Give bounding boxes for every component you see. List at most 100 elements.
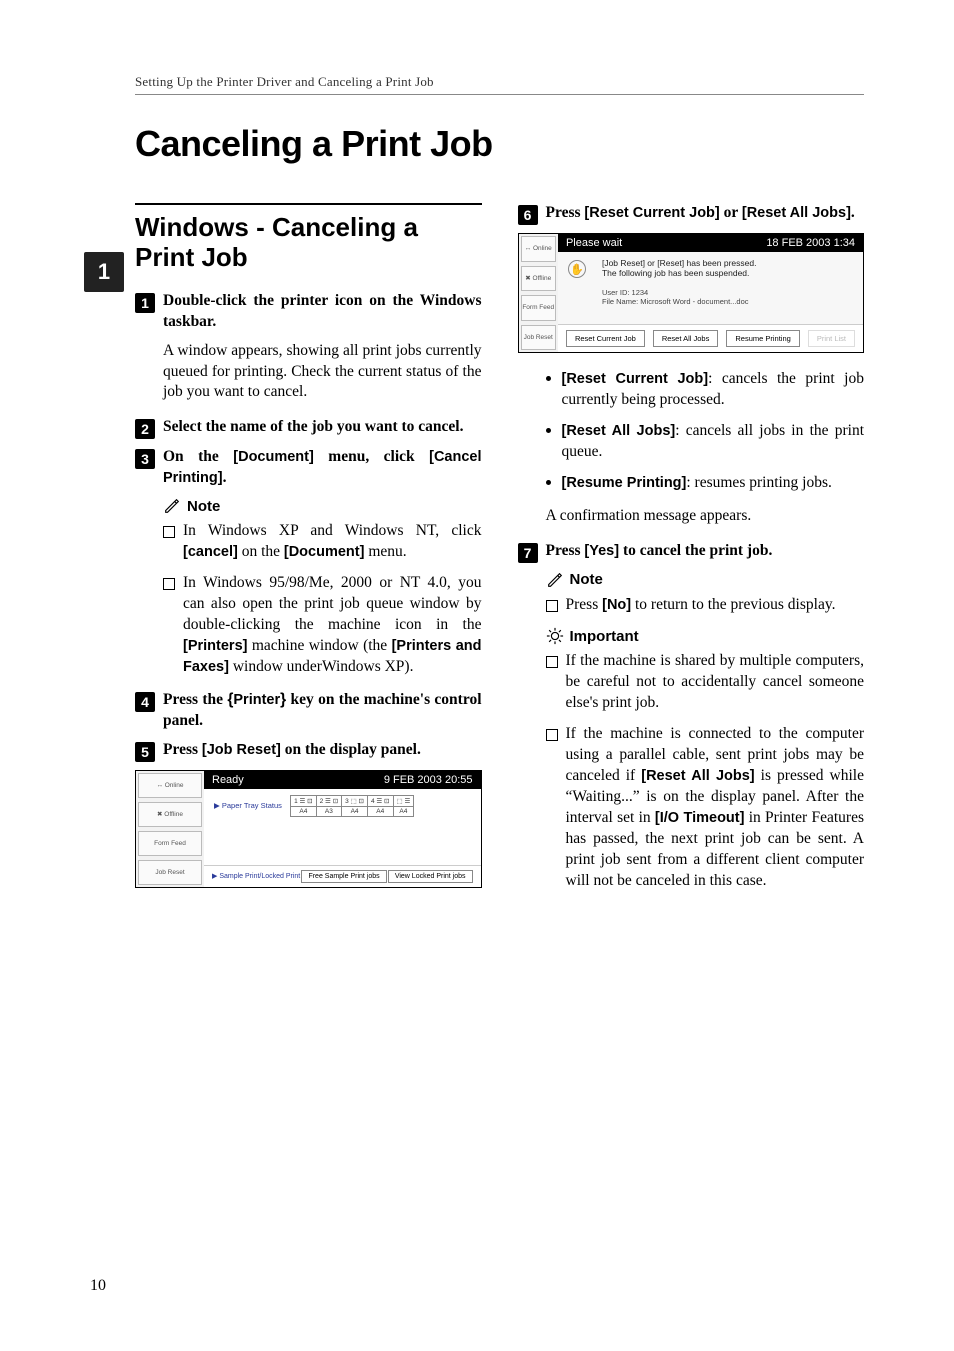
ui-label: [Job Reset] (202, 742, 281, 758)
text: menu. (364, 543, 406, 560)
list-item: In Windows 95/98/Me, 2000 or NT 4.0, you… (163, 573, 482, 678)
ss-button: ↔ Online (138, 773, 202, 798)
ss-button: Resume Printing (726, 330, 799, 347)
section-heading: Windows - Canceling a Print Job (135, 213, 482, 273)
options-list: [Reset Current Job]: cancels the print j… (546, 369, 865, 494)
text: Press the (163, 691, 227, 708)
list-item: If the machine is connected to the compu… (546, 724, 865, 891)
text: In Windows XP and Windows NT, click (183, 522, 482, 539)
text: On the (163, 448, 233, 465)
ss-message: The following job has been suspended. (602, 268, 853, 278)
ui-label: [Document] (233, 449, 314, 465)
step-number-icon: 6 (518, 205, 538, 225)
ss-datetime: 18 FEB 2003 1:34 (766, 237, 855, 249)
ss-button: Free Sample Print jobs (301, 870, 386, 883)
ss-button: Job Reset (138, 860, 202, 885)
ss-button: View Locked Print jobs (388, 870, 473, 883)
ss-button: ✖ Offline (138, 802, 202, 827)
ss-meta: User ID: 1234 (602, 288, 853, 297)
step-text: Press [Yes] to cancel the print job. (546, 541, 865, 563)
text: to return to the previous display. (631, 596, 835, 613)
text: or (720, 204, 742, 221)
text: on the (238, 543, 284, 560)
note-heading: Note (163, 497, 482, 515)
ss-button: Print List (808, 330, 855, 347)
text: Press (546, 542, 585, 559)
left-column: Windows - Canceling a Print Job 1 Double… (135, 203, 482, 904)
list-item: [Reset All Jobs]: cancels all jobs in th… (546, 421, 865, 463)
text: : resumes printing jobs. (686, 474, 832, 491)
step-text: Press [Reset Current Job] or [Reset All … (546, 203, 865, 225)
ss-button: Form Feed (138, 831, 202, 856)
ui-label: [Resume Printing] (562, 475, 687, 491)
key-label: Printer (233, 692, 280, 708)
ss-datetime: 9 FEB 2003 20:55 (384, 774, 473, 786)
ss-button: Form Feed (521, 295, 556, 321)
step-number-icon: 2 (135, 419, 155, 439)
step-text: On the [Document] menu, click [Cancel Pr… (163, 447, 482, 489)
ui-label: [Yes] (584, 543, 619, 559)
ss-tray-table: 1 ☰ ⊡2 ☰ ⊡3 ⬚ ⊡4 ☰ ⊡⬚ ☰ A4A3A4A4A4 (290, 795, 414, 817)
list-item: [Reset Current Job]: cancels the print j… (546, 369, 865, 411)
text: Press (163, 741, 202, 758)
text: window underWindows XP). (229, 658, 414, 675)
step-text: Press the {Printer} key on the machine's… (163, 690, 482, 732)
note-list: Press [No] to return to the previous dis… (546, 595, 865, 616)
important-heading: Important (546, 627, 865, 645)
gear-icon (546, 627, 564, 645)
ss-status: Ready (212, 774, 244, 786)
running-head: Setting Up the Printer Driver and Cancel… (135, 74, 864, 95)
text: to cancel the print job. (619, 542, 772, 559)
text: menu, click (314, 448, 429, 465)
note-label: Note (570, 571, 603, 588)
pencil-icon (163, 497, 181, 515)
note-label: Note (187, 498, 220, 515)
list-item: If the machine is shared by multiple com… (546, 651, 865, 714)
confirm-text: A confirmation message appears. (546, 506, 865, 527)
pencil-icon (546, 571, 564, 589)
ui-label: [Reset All Jobs] (742, 205, 851, 221)
step-text: Double-click the printer icon on the Win… (163, 291, 482, 333)
text: machine window (the (247, 637, 391, 654)
list-item: Press [No] to return to the previous dis… (546, 595, 865, 616)
ss-meta: File Name: Microsoft Word - document...d… (602, 297, 853, 306)
note-list: In Windows XP and Windows NT, click [can… (163, 521, 482, 677)
ui-label: [Document] (284, 544, 365, 560)
step-number-icon: 5 (135, 742, 155, 762)
step-number-icon: 4 (135, 692, 155, 712)
ui-label: [No] (602, 597, 631, 613)
text: on the display panel. (281, 741, 421, 758)
list-item: [Resume Printing]: resumes printing jobs… (546, 473, 865, 494)
important-label: Important (570, 628, 639, 645)
note-heading: Note (546, 571, 865, 589)
step-number-icon: 3 (135, 449, 155, 469)
ss-message: [Job Reset] or [Reset] has been pressed. (602, 258, 853, 268)
important-list: If the machine is shared by multiple com… (546, 651, 865, 891)
ss-label: ▶ Sample Print/Locked Print (212, 872, 300, 880)
printer-ready-screenshot: ↔ Online ✖ Offline Form Feed Job Reset R… (135, 770, 482, 888)
text: Press (546, 204, 585, 221)
step-number-icon: 7 (518, 543, 538, 563)
stop-icon: ✋ (568, 260, 586, 278)
chapter-tab: 1 (84, 252, 124, 292)
ss-button: Job Reset (521, 325, 556, 351)
step-text: Select the name of the job you want to c… (163, 417, 482, 439)
ui-label: [I/O Timeout] (655, 810, 745, 826)
page-title: Canceling a Print Job (135, 123, 864, 165)
ss-label: ▶ Paper Tray Status (214, 801, 282, 810)
please-wait-screenshot: ↔ Online ✖ Offline Form Feed Job Reset P… (518, 233, 865, 353)
ui-label: [Reset All Jobs] (641, 768, 754, 784)
ui-label: [Reset Current Job] (584, 205, 719, 221)
ss-button: ✖ Offline (521, 266, 556, 292)
step-explanation: A window appears, showing all print jobs… (163, 341, 482, 404)
ss-button: Reset All Jobs (653, 330, 719, 347)
text: In Windows 95/98/Me, 2000 or NT 4.0, you… (183, 574, 482, 633)
text: . (223, 469, 227, 486)
right-column: 6 Press [Reset Current Job] or [Reset Al… (518, 203, 865, 904)
ss-button: ↔ Online (521, 236, 556, 262)
ui-label: [Reset Current Job] (562, 371, 709, 387)
ui-label: [Reset All Jobs] (562, 423, 676, 439)
ss-status: Please wait (566, 237, 622, 249)
page-number: 10 (90, 1277, 106, 1295)
list-item: In Windows XP and Windows NT, click [can… (163, 521, 482, 563)
